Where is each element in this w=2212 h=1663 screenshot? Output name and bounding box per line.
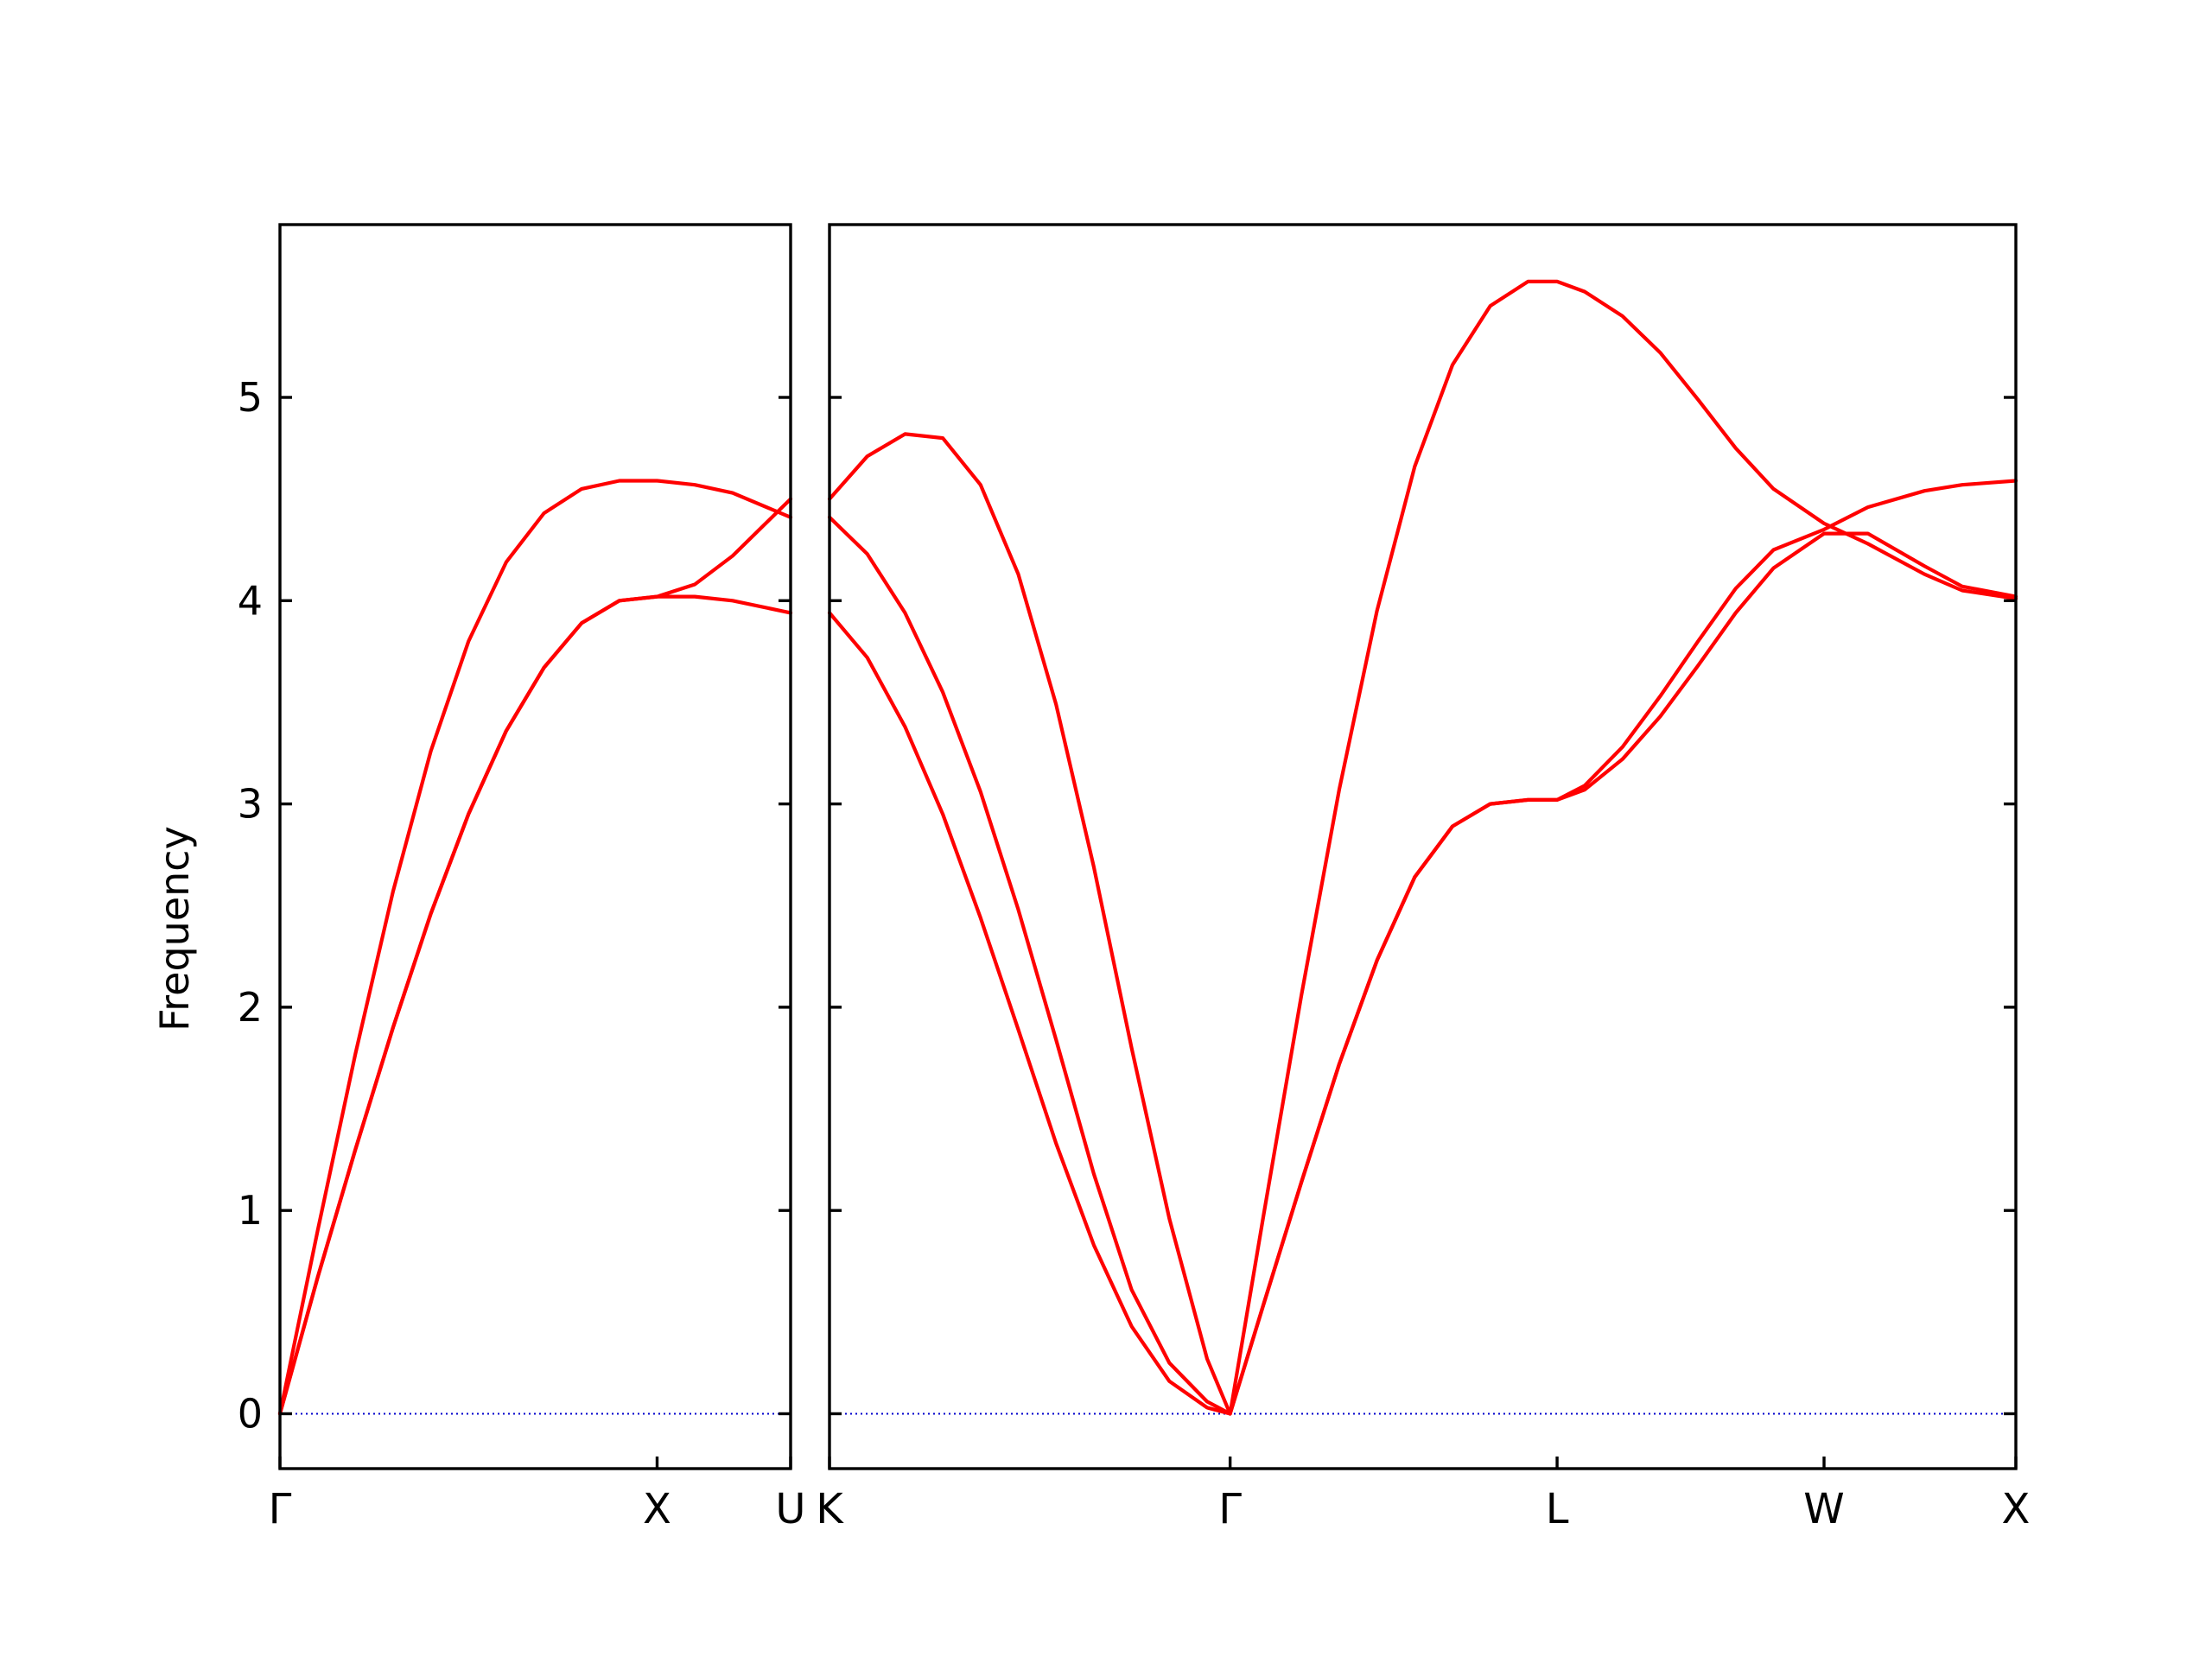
y-tick-label-1: 1 bbox=[238, 1187, 263, 1234]
panel-frame bbox=[278, 223, 792, 1470]
x-tick-label-Γ: Γ bbox=[1218, 1485, 1242, 1533]
x-tick-label-L: L bbox=[1546, 1485, 1569, 1533]
band-branch-1 bbox=[277, 479, 793, 1416]
x-tick-label-K: K bbox=[816, 1485, 844, 1533]
y-axis-label: Frequency bbox=[151, 826, 198, 1031]
band-branch-1 bbox=[827, 279, 2018, 1416]
x-tick-label-Γ: Γ bbox=[269, 1485, 292, 1533]
x-tick-label-X: X bbox=[643, 1485, 671, 1533]
band-branch-3 bbox=[277, 594, 793, 1416]
panel-frame bbox=[828, 223, 2018, 1470]
band-branch-3 bbox=[827, 531, 2018, 1416]
x-tick-label-U: U bbox=[775, 1485, 805, 1533]
y-tick-label-0: 0 bbox=[238, 1390, 263, 1437]
y-tick-label-3: 3 bbox=[238, 781, 263, 828]
y-tick-label-5: 5 bbox=[238, 374, 263, 421]
x-tick-label-X: X bbox=[2002, 1485, 2031, 1533]
y-tick-label-2: 2 bbox=[238, 984, 263, 1031]
y-tick-label-4: 4 bbox=[238, 577, 263, 624]
y-tick-labels: 0 1 2 3 4 5 bbox=[238, 374, 263, 1437]
x-tick-label-W: W bbox=[1803, 1485, 1844, 1533]
